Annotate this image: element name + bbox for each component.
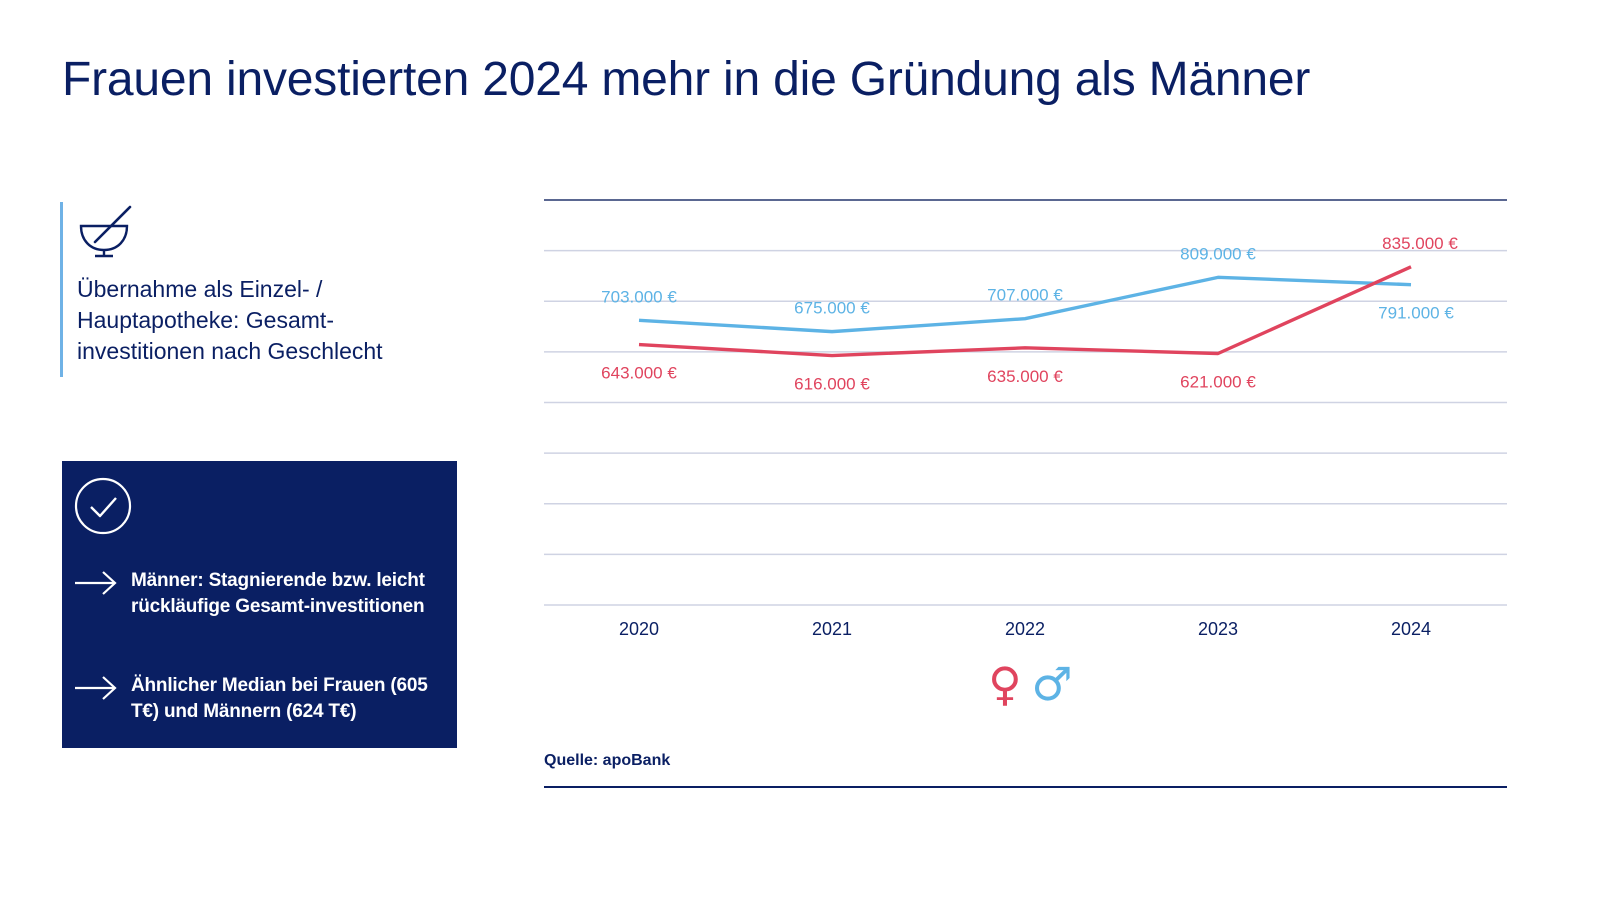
arrow-right-icon: [75, 571, 117, 595]
male-symbol-icon: ♂: [1031, 657, 1072, 711]
page-title: Frauen investierten 2024 mehr in die Grü…: [62, 53, 1311, 106]
data-label-female: 643.000 €: [601, 364, 677, 383]
data-label-female: 635.000 €: [987, 367, 1063, 386]
female-symbol-icon: ♀: [988, 657, 1022, 711]
check-circle-icon: [74, 477, 132, 535]
bottom-divider: [544, 786, 1507, 788]
mortar-pestle-icon: [79, 205, 132, 258]
data-label-male: 809.000 €: [1180, 244, 1256, 263]
data-label-male: 675.000 €: [794, 299, 870, 318]
chart-intro: Übernahme als Einzel- / Hauptapotheke: G…: [60, 202, 460, 377]
series-line-female: [638, 265, 1412, 358]
x-tick-label: 2021: [812, 619, 852, 639]
data-label-male: 707.000 €: [987, 286, 1063, 305]
source-note: Quelle: apoBank: [544, 752, 671, 769]
insight-text: Ähnlicher Median bei Frauen (605 T€) und…: [131, 675, 428, 722]
insight-text: Männer: Stagnierende bzw. leicht rückläu…: [131, 570, 425, 617]
series-line-male: [638, 275, 1412, 334]
data-label-female: 835.000 €: [1382, 234, 1458, 253]
data-label-female: 616.000 €: [794, 375, 870, 394]
x-tick-label: 2020: [619, 619, 659, 639]
data-label-male: 703.000 €: [601, 287, 677, 306]
x-tick-label: 2024: [1391, 619, 1431, 639]
x-tick-label: 2022: [1005, 619, 1045, 639]
insight-box: Männer: Stagnierende bzw. leicht rückläu…: [62, 461, 457, 748]
chart-svg: 2020 2021 2022 2023 2024 703.000 € 675.000 € 70…: [544, 199, 1507, 711]
line-chart: 2020 2021 2022 2023 2024 703.000 € 675.000 € 70…: [540, 180, 1515, 800]
x-tick-label: 2023: [1198, 619, 1238, 639]
chart-caption: Übernahme als Einzel- / Hauptapotheke: G…: [77, 276, 383, 364]
data-label-female: 621.000 €: [1180, 372, 1256, 391]
arrow-right-icon: [75, 676, 117, 700]
data-label-male: 791.000 €: [1378, 304, 1454, 323]
